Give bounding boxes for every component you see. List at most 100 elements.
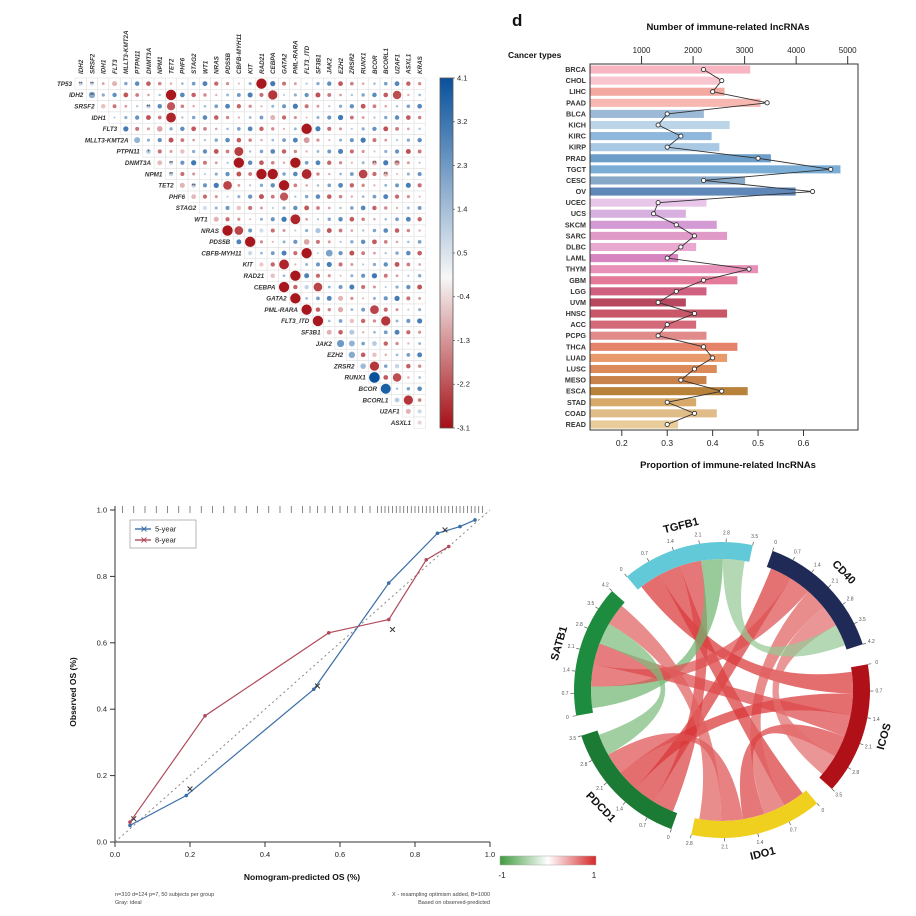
bar-UCS [590, 209, 686, 218]
svg-text:HNSC: HNSC [566, 309, 586, 318]
bar-HNSC [590, 309, 728, 318]
svg-text:4.2: 4.2 [868, 639, 875, 645]
svg-text:5-year: 5-year [155, 525, 177, 534]
svg-text:4000: 4000 [787, 46, 805, 55]
ribbon-SATB1-IDO1 [609, 605, 722, 821]
svg-text:IDH2: IDH2 [69, 92, 84, 99]
svg-text:LGG: LGG [570, 287, 586, 296]
bar-PAAD [590, 98, 761, 107]
svg-text:EZH2: EZH2 [338, 57, 345, 74]
svg-text:GATA2: GATA2 [281, 53, 288, 74]
ribbon-CD40-SATB1 [591, 578, 809, 687]
svg-text:**: ** [90, 82, 94, 88]
svg-text:3.5: 3.5 [751, 534, 758, 540]
bottom-axis-title: Proportion of immune-related lncRNAs [640, 460, 816, 471]
svg-text:ZRSR2: ZRSR2 [333, 363, 355, 370]
svg-text:FLT3: FLT3 [112, 59, 119, 74]
svg-text:OV: OV [576, 187, 587, 196]
svg-text:0.5: 0.5 [752, 438, 764, 448]
svg-text:ASXL1: ASXL1 [390, 420, 412, 427]
footnote-right-2: Based on observed-predicted [418, 900, 490, 906]
svg-text:SKCM: SKCM [565, 220, 586, 229]
arc-TGFB1 [626, 542, 753, 590]
svg-text:STAG2: STAG2 [191, 53, 198, 74]
svg-text:ZRSR2: ZRSR2 [349, 53, 356, 75]
svg-text:-0.4: -0.4 [457, 292, 470, 301]
ribbon-CD40-IDO1 [750, 591, 824, 815]
bar-UVM [590, 298, 686, 307]
svg-text:U2AF1: U2AF1 [394, 54, 401, 74]
svg-text:KIRP: KIRP [569, 143, 586, 152]
ribbon-ICOS-IDO1 [739, 724, 845, 820]
svg-text:TET2: TET2 [158, 183, 174, 190]
svg-text:PDS5B: PDS5B [225, 53, 232, 74]
bar-LIHC [590, 87, 725, 96]
left-axis-title: Cancer types [508, 50, 562, 60]
bar-SKCM [590, 220, 717, 229]
svg-text:IDH1: IDH1 [92, 115, 107, 122]
bar-LAML [590, 254, 679, 263]
svg-text:**: ** [169, 161, 173, 167]
svg-text:JAK2: JAK2 [327, 57, 334, 74]
svg-text:MLLT3-KMT2A: MLLT3-KMT2A [123, 30, 130, 74]
bar-KIRP [590, 143, 720, 152]
bar-READ [590, 420, 679, 429]
svg-text:U2AF1: U2AF1 [380, 409, 400, 416]
svg-text:IDH1: IDH1 [101, 59, 108, 74]
svg-text:KRAS: KRAS [417, 55, 424, 74]
svg-text:0: 0 [620, 567, 623, 573]
bar-THYM [590, 265, 758, 274]
svg-text:CBFB-MYH11: CBFB-MYH11 [236, 33, 243, 74]
svg-text:READ: READ [566, 420, 586, 429]
svg-text:CBFB-MYH11: CBFB-MYH11 [201, 250, 242, 257]
bar-STAD [590, 398, 697, 407]
svg-text:DLBC: DLBC [566, 243, 586, 252]
svg-text:STAD: STAD [567, 398, 586, 407]
svg-text:NPM1: NPM1 [145, 171, 163, 178]
svg-text:DNMT3A: DNMT3A [146, 47, 153, 74]
calibration-axes-and-series: 0.00.0 0.2 0.2 0.4 0.4 0.6 0.6 0.8 0.8 1.0 1.0 5-ye… [97, 506, 496, 860]
svg-text:JAK2: JAK2 [316, 341, 333, 348]
x-axis-label: Nomogram-predicted OS (%) [244, 872, 360, 882]
bars-and-proportion-line: 1000 2000 3000 4000 5000 0.2 0.3 0.4 0.5 0.6 BRCA C… [565, 46, 859, 448]
svg-text:RUNX1: RUNX1 [360, 52, 367, 74]
ribbon-TGFB1-CD40 [722, 559, 846, 657]
svg-text:**: ** [90, 93, 94, 99]
svg-text:-3.1: -3.1 [457, 423, 470, 432]
svg-text:2000: 2000 [684, 46, 702, 55]
svg-text:UVM: UVM [570, 298, 586, 307]
svg-text:0: 0 [566, 715, 569, 721]
svg-text:2.1: 2.1 [596, 786, 603, 792]
svg-text:WT1: WT1 [202, 60, 209, 74]
footnote-left-1: n=310 d=124 p=7, 50 subjects per group [115, 892, 214, 898]
svg-text:IDH2: IDH2 [78, 59, 85, 74]
svg-text:2.8: 2.8 [576, 622, 583, 628]
correlation-gene-labels: TP53 IDH2 SRSF2 IDH1 FLT3 MLLT3-KMT2A PTPN11 DN… [57, 30, 424, 427]
svg-text:KIRC: KIRC [568, 132, 586, 141]
svg-text:RAD21: RAD21 [259, 53, 266, 74]
arc-SATB1 [574, 590, 625, 716]
bar-OV [590, 187, 796, 196]
svg-text:3.5: 3.5 [587, 601, 594, 607]
svg-text:ESCA: ESCA [566, 387, 586, 396]
svg-text:THCA: THCA [566, 342, 586, 351]
svg-text:CHOL: CHOL [566, 76, 587, 85]
bar-THCA [590, 342, 738, 351]
svg-text:FLT3: FLT3 [103, 126, 118, 133]
svg-text:2.3: 2.3 [457, 161, 467, 170]
arc-ICOS [819, 664, 870, 790]
bar-MESO [590, 376, 707, 385]
bar-PCPG [590, 331, 707, 340]
svg-text:2.8: 2.8 [723, 531, 730, 537]
svg-text:3.5: 3.5 [859, 617, 866, 623]
svg-text:LIHC: LIHC [569, 87, 586, 96]
svg-text:2.1: 2.1 [721, 844, 728, 850]
svg-text:0.7: 0.7 [562, 691, 569, 697]
svg-text:IDO1: IDO1 [749, 845, 777, 863]
svg-text:-2.2: -2.2 [457, 380, 470, 389]
svg-text:**: ** [169, 172, 173, 178]
panel-lncrna-barchart: d Number of immune-related lncRNAs Cance… [508, 11, 859, 471]
footnote-left-2: Gray: ideal [115, 900, 142, 906]
svg-text:PRAD: PRAD [566, 154, 586, 163]
bar-CHOL [590, 76, 720, 85]
